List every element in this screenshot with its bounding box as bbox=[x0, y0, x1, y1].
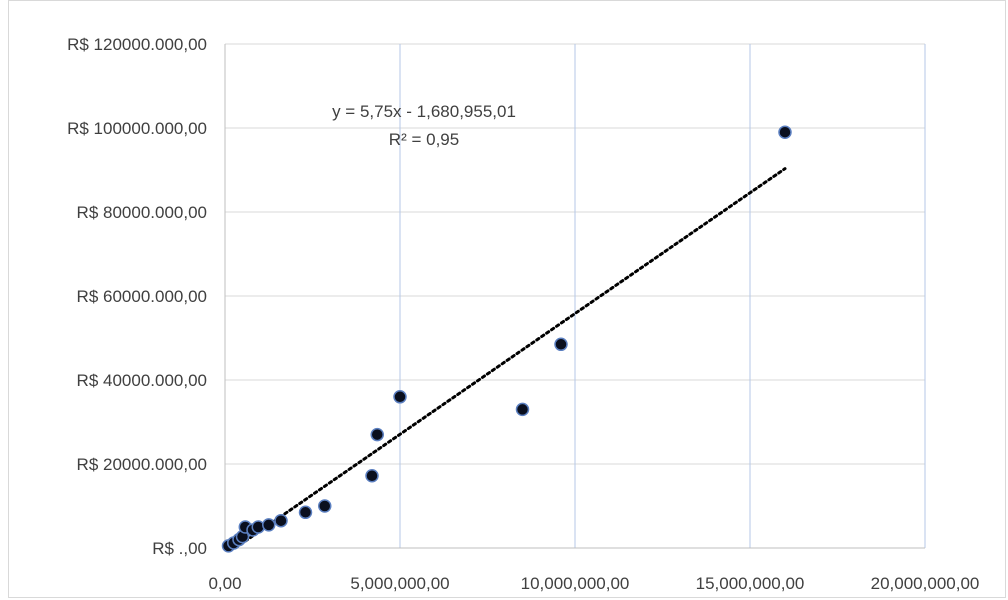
chart-frame bbox=[8, 0, 1006, 598]
x-tick-label: 0,00 bbox=[208, 574, 241, 593]
gridlines bbox=[225, 43, 926, 548]
data-point bbox=[515, 402, 530, 417]
data-point bbox=[778, 125, 792, 139]
trendline-group bbox=[234, 167, 787, 550]
y-tick-label: R$ .,00 bbox=[152, 539, 207, 558]
data-point bbox=[262, 518, 276, 532]
trendline bbox=[234, 167, 787, 550]
axes bbox=[224, 44, 925, 549]
y-tick-label: R$ 60000.000,00 bbox=[77, 287, 207, 306]
y-tick-label: R$ 120000.000,00 bbox=[67, 35, 207, 54]
y-tick-label: R$ 80000.000,00 bbox=[77, 203, 207, 222]
x-tick-label: 10,000,000,00 bbox=[521, 574, 630, 593]
x-tick-labels: 0,00 5,000,000,00 10,000,000,00 15,000,000,… bbox=[208, 574, 979, 593]
x-tick-label: 15,000,000,00 bbox=[696, 574, 805, 593]
trendline-equation: y = 5,75x - 1,680,955,01 bbox=[332, 102, 516, 121]
data-point bbox=[318, 499, 332, 513]
y-tick-labels: R$ .,00 R$ 20000.000,00 R$ 40000.000,00 R$ … bbox=[67, 35, 207, 558]
data-point bbox=[274, 513, 288, 528]
trendline-r-squared: R² = 0,95 bbox=[389, 130, 459, 149]
y-tick-label: R$ 20000.000,00 bbox=[77, 455, 207, 474]
y-tick-label: R$ 100000.000,00 bbox=[67, 119, 207, 138]
trendline-annotation: y = 5,75x - 1,680,955,01 R² = 0,95 bbox=[332, 102, 516, 149]
data-point bbox=[393, 390, 407, 404]
x-tick-label: 5,000,000,00 bbox=[350, 574, 449, 593]
data-point bbox=[370, 427, 384, 442]
data-points bbox=[221, 125, 792, 553]
data-point bbox=[365, 469, 379, 483]
y-tick-label: R$ 40000.000,00 bbox=[77, 371, 207, 390]
x-tick-label: 20,000,000,00 bbox=[871, 574, 980, 593]
data-point bbox=[298, 505, 313, 520]
data-point bbox=[554, 337, 568, 352]
